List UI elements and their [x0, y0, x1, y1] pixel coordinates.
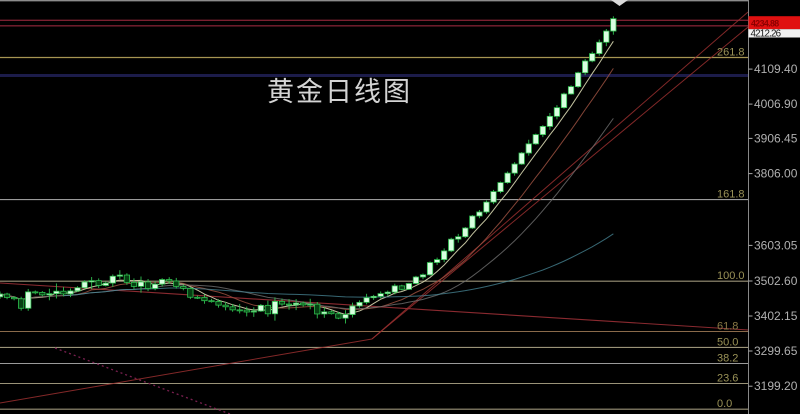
- svg-text:3502.60: 3502.60: [754, 274, 798, 288]
- svg-text:23.6: 23.6: [717, 373, 738, 385]
- svg-text:4234.88: 4234.88: [751, 18, 779, 28]
- svg-text:50.0: 50.0: [717, 336, 738, 348]
- svg-text:4109.40: 4109.40: [754, 62, 798, 76]
- svg-text:4212.26: 4212.26: [751, 29, 782, 40]
- svg-text:3402.15: 3402.15: [754, 309, 798, 323]
- svg-text:黄金日线图: 黄金日线图: [267, 77, 412, 107]
- svg-text:3603.05: 3603.05: [754, 238, 798, 252]
- svg-text:4006.90: 4006.90: [754, 97, 798, 111]
- svg-text:261.8: 261.8: [717, 47, 745, 59]
- svg-text:3199.20: 3199.20: [754, 379, 798, 393]
- svg-text:3806.00: 3806.00: [754, 167, 798, 181]
- svg-text:0.0: 0.0: [717, 398, 732, 410]
- svg-text:161.8: 161.8: [717, 189, 745, 201]
- svg-text:61.8: 61.8: [717, 321, 738, 333]
- svg-text:3299.65: 3299.65: [754, 344, 798, 358]
- svg-text:100.0: 100.0: [717, 270, 745, 282]
- svg-text:38.2: 38.2: [717, 353, 738, 365]
- svg-text:3906.45: 3906.45: [754, 131, 798, 145]
